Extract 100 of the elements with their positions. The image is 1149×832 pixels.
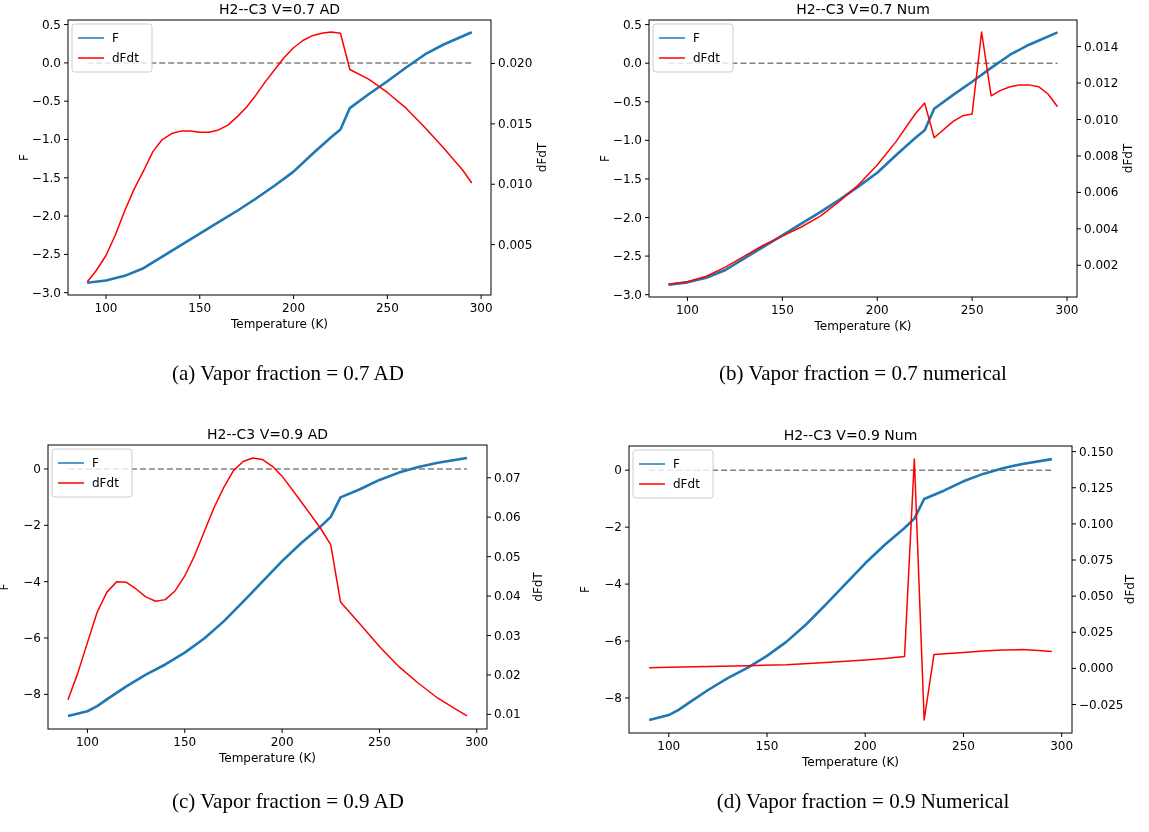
y2-tick-label: 0.04	[494, 589, 521, 604]
y2-tick-label: 0.100	[1079, 516, 1114, 531]
x-axis-title: Temperature (K)	[800, 755, 900, 769]
y2-tick-label: 0.005	[498, 237, 533, 252]
x-tick-label: 250	[960, 303, 984, 317]
y-tick-label: −8	[23, 687, 41, 702]
text: (b) Vapor fraction = 0.7 numerical	[719, 361, 1008, 385]
x-tick-label: 150	[770, 303, 794, 317]
x-tick-label: 300	[465, 735, 489, 749]
x-axis-title: Temperature (K)	[229, 317, 329, 331]
y-tick-label: −2.0	[31, 209, 61, 224]
y2-axis-title: dFdT	[1123, 574, 1137, 605]
y2-tick-label: −0.025	[1079, 697, 1124, 712]
y-tick-label: −2.5	[612, 249, 642, 264]
x-tick-label: 100	[75, 735, 99, 749]
y2-tick-label: 0.01	[494, 707, 521, 722]
y2-tick-label: 0.006	[1084, 185, 1119, 200]
y2-axis-title: dFdT	[535, 142, 549, 173]
x-tick-label: 250	[367, 735, 391, 749]
y-tick-label: −1.5	[612, 171, 642, 186]
y2-tick-label: 0.002	[1084, 258, 1119, 273]
y2-tick-label: 0.010	[498, 177, 533, 192]
chart-title: H2--C3 V=0.7 AD	[218, 1, 341, 17]
legend-label: dFdt	[673, 477, 701, 491]
y2-tick-label: 0.03	[494, 628, 521, 643]
chart-title: H2--C3 V=0.9 Num	[783, 427, 918, 443]
legend-label: F	[92, 456, 99, 470]
y2-tick-label: 0.014	[1084, 39, 1119, 54]
x-tick-label: 100	[657, 739, 681, 753]
y-axis-title: F	[17, 153, 31, 161]
y-tick-label: −8	[604, 690, 622, 705]
y2-tick-label: 0.050	[1079, 589, 1114, 604]
y-tick-label: −4	[604, 577, 622, 592]
y2-tick-label: 0.07	[494, 470, 521, 485]
x-tick-label: 150	[173, 735, 197, 749]
chart-title: H2--C3 V=0.9 AD	[206, 426, 329, 442]
y2-axis-title: dFdT	[1121, 143, 1135, 174]
y2-tick-label: 0.010	[1084, 112, 1119, 127]
y-tick-label: −0.5	[31, 94, 61, 109]
text: (c) Vapor fraction = 0.9 AD	[172, 789, 404, 813]
y-axis-title: F	[0, 583, 11, 591]
y-tick-label: −4	[23, 574, 41, 589]
y-tick-label: 0.0	[41, 55, 61, 70]
y-tick-label: −2	[604, 520, 622, 535]
legend-label: dFdt	[693, 51, 721, 65]
legend-label: F	[673, 457, 680, 471]
y-tick-label: 0	[614, 463, 622, 478]
legend-label: dFdt	[112, 51, 140, 65]
y2-tick-label: 0.008	[1084, 148, 1119, 163]
x-axis-title: Temperature (K)	[217, 751, 317, 765]
x-tick-label: 300	[1055, 303, 1079, 317]
x-tick-label: 150	[755, 739, 779, 753]
x-tick-label: 200	[282, 301, 306, 315]
y-axis-title: F	[578, 585, 592, 593]
x-axis-title: Temperature (K)	[813, 319, 912, 333]
x-tick-label: 300	[469, 301, 493, 315]
y-tick-label: −1.0	[31, 132, 61, 147]
y2-tick-label: 0.06	[494, 510, 521, 525]
x-tick-label: 100	[675, 303, 699, 317]
x-tick-label: 100	[94, 301, 118, 315]
y2-tick-label: 0.05	[494, 549, 521, 564]
y2-tick-label: 0.020	[498, 56, 533, 71]
y-tick-label: −6	[604, 634, 622, 649]
x-tick-label: 250	[952, 739, 975, 753]
legend-label: F	[693, 31, 700, 45]
y-tick-label: −3.0	[612, 287, 642, 302]
y-tick-label: 0	[33, 461, 41, 476]
y2-tick-label: 0.012	[1084, 76, 1119, 91]
x-tick-label: 250	[375, 301, 399, 315]
x-tick-label: 200	[270, 735, 294, 749]
y-tick-label: −1.5	[31, 170, 61, 185]
y-tick-label: 0.5	[622, 17, 642, 32]
x-tick-label: 200	[865, 303, 889, 317]
y2-tick-label: 0.000	[1079, 661, 1114, 676]
y-tick-label: −6	[23, 631, 41, 645]
x-tick-label: 150	[188, 301, 212, 315]
y2-tick-label: 0.125	[1079, 480, 1114, 495]
text: (a) Vapor fraction = 0.7 AD	[172, 361, 404, 385]
y2-tick-label: 0.02	[494, 667, 521, 682]
y-tick-label: −2	[23, 518, 41, 533]
y2-tick-label: 0.150	[1079, 444, 1114, 459]
y-tick-label: −3.0	[31, 285, 61, 300]
y-tick-label: 0.5	[41, 17, 61, 32]
text: (d) Vapor fraction = 0.9 Numerical	[716, 789, 1010, 813]
y2-tick-label: 0.015	[498, 116, 533, 131]
y-tick-label: −2.0	[612, 210, 642, 225]
y2-axis-title: dFdT	[531, 571, 545, 602]
legend-label: F	[112, 31, 119, 45]
x-tick-label: 200	[853, 739, 877, 753]
y-axis-title: F	[598, 154, 612, 162]
legend-label: dFdt	[92, 476, 120, 490]
x-tick-label: 300	[1050, 739, 1074, 753]
y-tick-label: −2.5	[31, 247, 61, 262]
y-tick-label: −1.0	[612, 133, 642, 148]
y2-tick-label: 0.025	[1079, 625, 1114, 640]
y-tick-label: 0.0	[622, 56, 642, 71]
chart-title: H2--C3 V=0.7 Num	[796, 1, 930, 17]
y2-tick-label: 0.004	[1084, 221, 1119, 236]
y-tick-label: −0.5	[612, 94, 642, 109]
y2-tick-label: 0.075	[1079, 553, 1114, 568]
